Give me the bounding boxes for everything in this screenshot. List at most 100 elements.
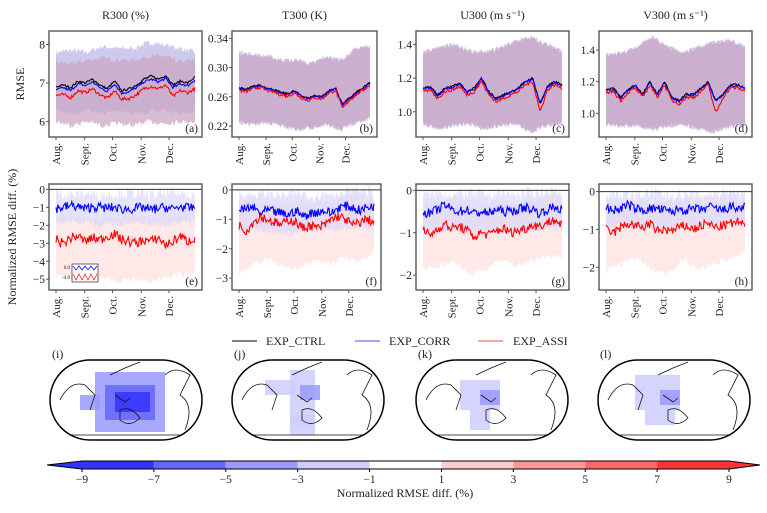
inset-series-corr <box>72 265 98 271</box>
anomaly-patch <box>265 380 295 395</box>
anomaly-patch <box>80 395 100 410</box>
plot-area <box>605 34 746 135</box>
x-tick-label: Aug. <box>51 143 63 165</box>
spread-band-corr <box>239 184 374 237</box>
colorbar-extend-low <box>47 461 154 469</box>
anomaly-patch <box>290 415 315 435</box>
panel-label: (h) <box>735 276 749 288</box>
x-tick-label: Aug. <box>51 296 63 318</box>
colorbar-segment <box>585 461 658 469</box>
legend-label-ctrl: EXP_CTRL <box>266 334 325 348</box>
colorbar-tick-label: −1 <box>363 474 375 486</box>
plot-area <box>416 185 569 277</box>
panel-f: 0 −1 −2 −3 Aug. Sept. Oct. Nov. Dec. (f) <box>216 183 382 319</box>
panel-label: (c) <box>552 123 565 135</box>
plot-area <box>232 184 381 278</box>
y-tick-label: 8 <box>39 39 45 51</box>
inset-label: 0.0 <box>64 266 71 271</box>
y-tick-label: 0 <box>222 185 228 197</box>
y-tick-label: 0.30 <box>208 63 228 75</box>
y-tick-label: −3 <box>216 273 228 285</box>
series-exp-corr <box>238 201 375 220</box>
coastline <box>607 361 739 436</box>
x-tick-label: Oct. <box>475 296 487 315</box>
y-tick-label: −2 <box>216 244 228 256</box>
plot-area <box>55 40 196 128</box>
panel-title: U300 (m s⁻¹) <box>460 8 525 22</box>
panel-c: 1.0 1.2 1.4 Aug. Sept. Oct. Nov. Dec. (c) U300 (m… <box>398 8 570 165</box>
anomaly-patch <box>660 390 680 405</box>
x-tick-label: Oct. <box>287 143 299 162</box>
y-tick-label: −1 <box>33 202 45 214</box>
series-exp-assi <box>238 212 375 236</box>
y-tick-label: 0 <box>39 184 45 196</box>
x-tick-label: Dec. <box>531 296 543 317</box>
x-tick-label: Aug. <box>418 296 430 318</box>
x-tick-label: Oct. <box>289 296 301 315</box>
x-tick-label: Nov. <box>136 143 148 164</box>
inset-series-assi <box>72 273 98 281</box>
series-exp-corr <box>605 81 746 104</box>
inset-label: -4.0 <box>62 276 70 281</box>
y-tick-label: 1.4 <box>581 45 596 57</box>
plot-area <box>422 35 563 134</box>
inset-legend: 0.0 -4.0 <box>62 263 99 283</box>
axes-frame <box>415 183 570 291</box>
colorbar-tick-label: −9 <box>76 474 88 486</box>
colorbar-segment <box>297 461 370 469</box>
x-tick-label: Oct. <box>108 296 120 315</box>
panel-label: (g) <box>552 276 566 288</box>
y-tick-label: −1 <box>216 214 228 226</box>
y-tick-label: 6 <box>39 117 45 129</box>
x-tick-label: Dec. <box>341 143 353 164</box>
x-tick-label: Oct. <box>475 143 487 162</box>
maps: (i) (j) (k) (l) <box>49 347 751 441</box>
y-tick-label: −1 <box>583 224 595 236</box>
x-tick-label: Sept. <box>630 296 642 319</box>
spread-band-assi <box>423 35 562 134</box>
spread-band-assi <box>606 35 745 134</box>
colorbar-tick-label: 1 <box>439 474 445 486</box>
colorbar-tick-label: 9 <box>726 474 732 486</box>
y-tick-label: −2 <box>33 220 45 232</box>
panel-title: V300 (m s⁻¹) <box>643 8 708 22</box>
x-tick-label: Dec. <box>531 143 543 164</box>
x-tick-label: Sept. <box>80 296 92 319</box>
x-tick-label: Dec. <box>714 296 726 317</box>
legend-label-corr: EXP_CORR <box>389 334 450 348</box>
coastline <box>241 361 373 436</box>
x-tick-label: Sept. <box>630 143 642 166</box>
colorbar-segment <box>153 461 226 469</box>
plot-area <box>599 186 752 277</box>
series-exp-corr <box>422 76 563 104</box>
x-tick-label: Sept. <box>261 143 273 166</box>
axes-frame <box>598 183 753 291</box>
ylabel-normalized-diff: Normalized RMSE diff. (%) <box>5 169 19 305</box>
x-tick-label: Nov. <box>317 296 329 317</box>
panel-title: T300 (K) <box>282 8 327 22</box>
y-tick-label: 1.0 <box>398 107 413 119</box>
map-outline <box>597 359 751 441</box>
x-tick-label: Sept. <box>262 296 274 319</box>
colorbar-tick-label: −5 <box>220 474 232 486</box>
x-tick-label: Oct. <box>108 143 120 162</box>
map-label: (i) <box>52 347 63 361</box>
axes-frame <box>598 30 753 138</box>
x-tick-label: Dec. <box>344 296 356 317</box>
map-l: (l) <box>597 347 751 441</box>
map-label: (j) <box>234 347 245 361</box>
axes-frame <box>231 30 378 138</box>
x-tick-label: Sept. <box>447 296 459 319</box>
panel-label: (b) <box>360 123 374 135</box>
y-tick-label: −5 <box>33 274 45 286</box>
x-tick-label: Aug. <box>601 143 613 165</box>
series-exp-assi <box>605 83 746 112</box>
series-exp-ctrl <box>55 74 196 92</box>
ylabel-rmse: RMSE <box>13 68 27 101</box>
series-exp-assi <box>605 217 746 236</box>
x-tick-label: Oct. <box>658 296 670 315</box>
spread-band-assi <box>239 44 370 133</box>
y-tick-label: 0.34 <box>208 33 228 45</box>
